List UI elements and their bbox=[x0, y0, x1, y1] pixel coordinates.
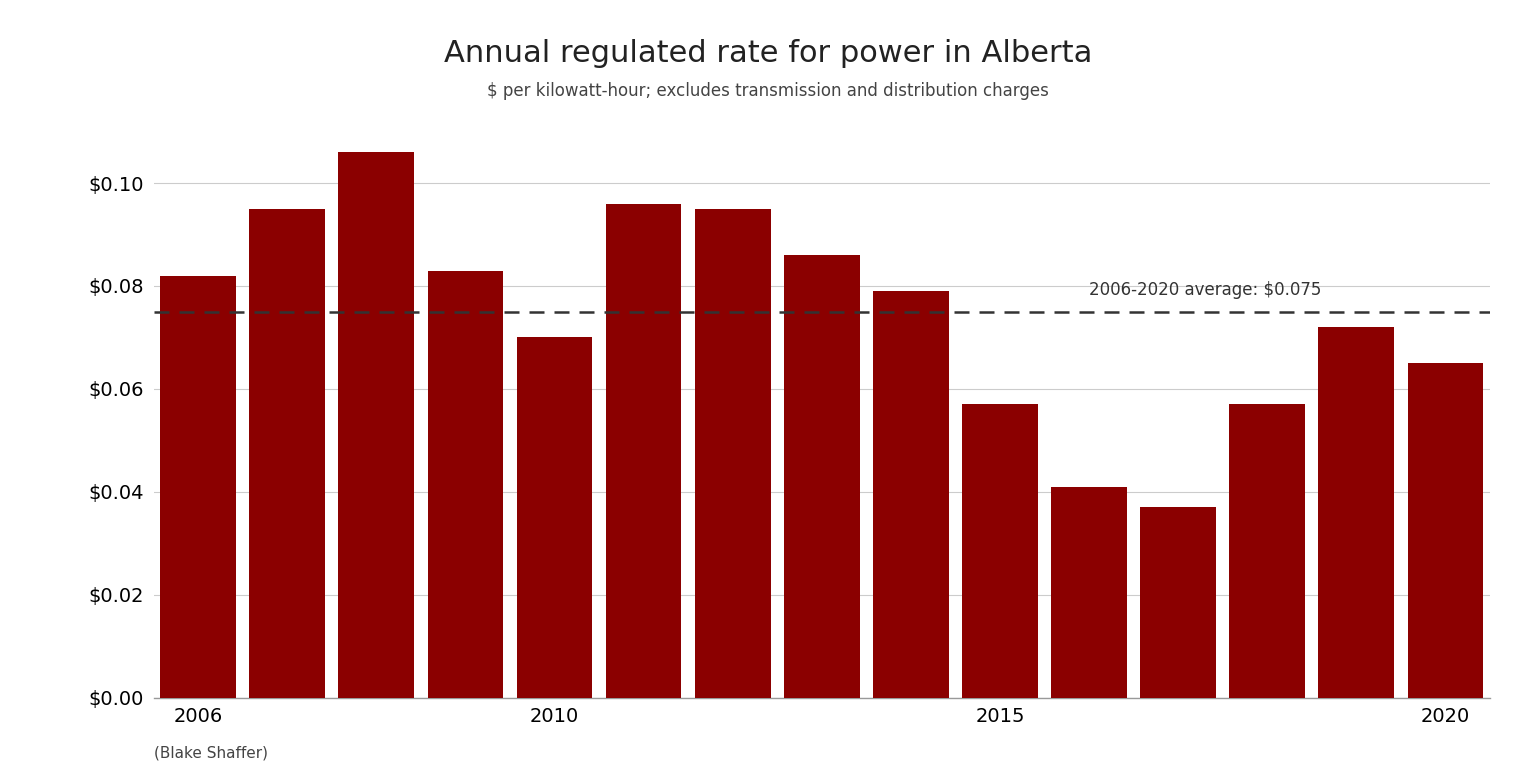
Bar bbox=[1140, 507, 1217, 698]
Bar bbox=[160, 276, 237, 698]
Text: 2006-2020 average: $0.075: 2006-2020 average: $0.075 bbox=[1089, 281, 1321, 299]
Bar bbox=[1051, 487, 1127, 698]
Bar bbox=[1407, 363, 1484, 698]
Bar bbox=[427, 270, 504, 698]
Bar bbox=[605, 204, 682, 698]
Text: (Blake Shaffer): (Blake Shaffer) bbox=[154, 746, 267, 760]
Text: Annual regulated rate for power in Alberta: Annual regulated rate for power in Alber… bbox=[444, 39, 1092, 68]
Text: $ per kilowatt-hour; excludes transmission and distribution charges: $ per kilowatt-hour; excludes transmissi… bbox=[487, 82, 1049, 100]
Bar bbox=[338, 152, 415, 698]
Bar bbox=[1229, 405, 1306, 698]
Bar bbox=[962, 405, 1038, 698]
Bar bbox=[249, 209, 326, 698]
Bar bbox=[783, 255, 860, 698]
Bar bbox=[872, 291, 949, 698]
Bar bbox=[516, 337, 593, 698]
Bar bbox=[1318, 327, 1395, 698]
Bar bbox=[694, 209, 771, 698]
